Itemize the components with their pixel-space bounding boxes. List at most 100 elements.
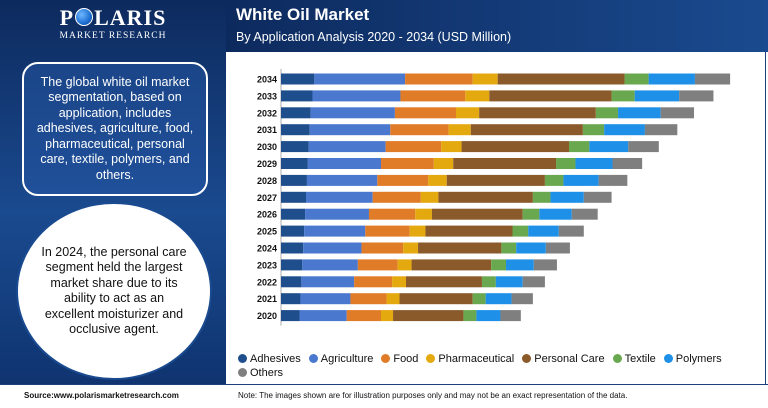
bar-segment-pharmaceutical [409, 225, 426, 237]
legend-item-pharmaceutical: Pharmaceutical [426, 352, 514, 366]
bar-segment-others [660, 107, 694, 119]
bar-segment-food [361, 242, 404, 254]
y-tick-label: 2021 [257, 294, 277, 304]
bar-segment-pharmaceutical [428, 174, 447, 186]
legend-label: Others [250, 367, 284, 379]
bar-segment-agriculture [307, 158, 382, 169]
left-panel: P LARIS MARKET RESEARCH The global white … [0, 0, 226, 384]
y-tick-label: 2026 [257, 210, 277, 220]
chart-subtitle: By Application Analysis 2020 - 2034 (USD… [236, 30, 512, 44]
bar-segment-food [400, 90, 466, 102]
bar-segment-others [571, 208, 598, 220]
bar-segment-others [522, 276, 545, 288]
bar-segment-polymers [476, 310, 501, 322]
bar-segment-food [405, 73, 473, 85]
bar-segment-personal-care [411, 259, 492, 271]
bar-segment-textile [556, 158, 576, 169]
bar-segment-agriculture [306, 174, 378, 186]
legend-item-food: Food [381, 352, 418, 366]
legend-item-personal-care: Personal Care [522, 352, 605, 366]
bar-segment-personal-care [461, 141, 569, 153]
bar-segment-food [357, 259, 398, 271]
legend-swatch [612, 354, 622, 363]
legend-item-textile: Textile [612, 352, 656, 366]
legend-swatch [426, 354, 436, 363]
bar-segment-pharmaceutical [415, 208, 432, 220]
bar-segment-agriculture [304, 225, 366, 237]
bar-segment-polymers [539, 208, 572, 220]
bar-segment-polymers [506, 259, 534, 271]
bar-segment-pharmaceutical [448, 124, 471, 136]
bar-segment-agriculture [309, 124, 391, 136]
legend-item-others: Others [238, 366, 283, 380]
bar-segment-food [394, 107, 457, 119]
bar-segment-polymers [563, 174, 599, 186]
bar-segment-others [628, 141, 659, 153]
legend-label: Personal Care [534, 353, 605, 365]
bar-segment-textile [595, 107, 619, 119]
bar-segment-personal-care [489, 90, 612, 102]
bar-segment-others [644, 124, 678, 136]
bar-segment-pharmaceutical [472, 73, 498, 85]
source-text: Source:www.polarismarketresearch.com [24, 391, 179, 400]
bar-segment-agriculture [302, 259, 358, 271]
bar-segment-polymers [648, 73, 695, 85]
bar-segment-others [533, 259, 557, 271]
bar-segment-polymers [485, 293, 512, 305]
globe-icon [75, 8, 94, 26]
y-tick-label: 2028 [257, 176, 277, 186]
bar-segment-adhesives [281, 141, 309, 153]
bar-segment-others [612, 158, 643, 169]
logo-wordmark: P LARIS [59, 5, 167, 30]
stacked-bar-chart: 2034 2033 2032 2031 2030 2029 2028 2027 2026 2025… [257, 69, 731, 326]
bar-segment-food [346, 310, 382, 322]
y-tick-label: 2022 [257, 277, 277, 287]
bar-segment-pharmaceutical [386, 293, 400, 305]
bar-segment-personal-care [425, 225, 513, 237]
insight-text: In 2024, the personal care segment held … [41, 244, 187, 337]
y-tick-label: 2023 [257, 260, 277, 270]
bar-segment-polymers [634, 90, 680, 102]
segmentation-summary-text: The global white oil market segmentation… [36, 74, 194, 182]
bar-segment-personal-care [479, 107, 596, 119]
legend-label: Textile [624, 353, 656, 365]
bar-segment-food [350, 293, 387, 305]
chart-title: White Oil Market [236, 5, 370, 24]
bar-segment-personal-care [431, 208, 523, 220]
bar-segment-textile [532, 191, 551, 203]
logo-subtitle: MARKET RESEARCH [59, 31, 167, 41]
bar-segment-agriculture [301, 276, 355, 288]
bar-segment-food [365, 225, 410, 237]
bar-segment-pharmaceutical [381, 310, 394, 322]
bar-segment-food [372, 191, 421, 203]
y-tick-label: 2032 [257, 108, 277, 118]
bar-segment-personal-care [470, 124, 583, 136]
y-tick-label: 2024 [257, 244, 277, 254]
bar-segment-textile [472, 293, 486, 305]
bar-segment-others [583, 191, 612, 203]
legend-swatch [663, 354, 673, 363]
y-tick-label: 2025 [257, 227, 277, 237]
bar-segment-adhesives [281, 174, 307, 186]
legend-item-polymers: Polymers [663, 352, 722, 366]
bar-segment-textile [582, 124, 605, 136]
bar-segment-adhesives [281, 225, 305, 237]
bar-segment-agriculture [303, 242, 362, 254]
bar-segment-pharmaceutical [420, 191, 439, 203]
legend-item-agriculture: Agriculture [308, 352, 373, 366]
bar-segment-polymers [604, 124, 645, 136]
y-tick-label: 2033 [257, 91, 277, 101]
y-tick-label: 2034 [257, 75, 277, 85]
bar-segment-personal-care [418, 242, 502, 254]
bar-segment-textile [512, 225, 529, 237]
bar-segment-pharmaceutical [392, 276, 407, 288]
legend-label: Polymers [675, 353, 722, 365]
bar-segment-adhesives [281, 158, 308, 169]
bar-segment-adhesives [281, 191, 307, 203]
bar-segment-textile [463, 310, 477, 322]
bar-segment-agriculture [306, 191, 373, 203]
bar-segment-agriculture [312, 90, 401, 102]
bar-segment-textile [568, 141, 590, 153]
y-tick-label: 2027 [257, 193, 277, 203]
bar-segment-textile [544, 174, 564, 186]
